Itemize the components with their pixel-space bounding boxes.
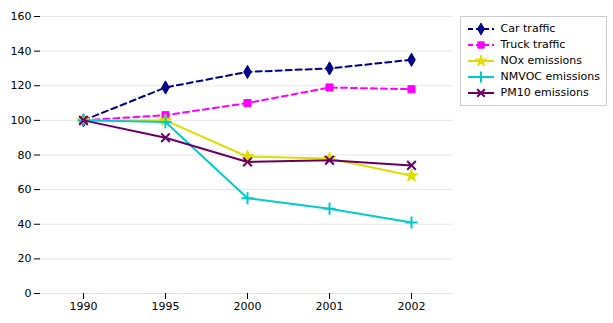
html-text:NMVOC emissions: NMVOC emissions	[500, 70, 600, 83]
html-text:Truck traffic: Truck traffic	[500, 38, 566, 51]
svg-text:160: 160	[11, 10, 32, 23]
svg-text:1995: 1995	[152, 300, 180, 313]
svg-text:20: 20	[18, 252, 32, 265]
svg-text:80: 80	[18, 149, 32, 162]
svg-text:0: 0	[25, 287, 32, 300]
svg-text:2000: 2000	[234, 300, 262, 313]
svg-text:40: 40	[18, 218, 32, 231]
html-text:Car traffic: Car traffic	[500, 22, 556, 35]
svg-text:100: 100	[11, 114, 32, 127]
svg-text:120: 120	[11, 79, 32, 92]
svg-text:1990: 1990	[70, 300, 98, 313]
html-text:NOx emissions: NOx emissions	[500, 54, 582, 67]
svg-text:2002: 2002	[398, 300, 426, 313]
svg-text:2001: 2001	[316, 300, 344, 313]
svg-text:140: 140	[11, 45, 32, 58]
svg-text:60: 60	[18, 183, 32, 196]
html-text:PM10 emissions: PM10 emissions	[500, 86, 589, 99]
